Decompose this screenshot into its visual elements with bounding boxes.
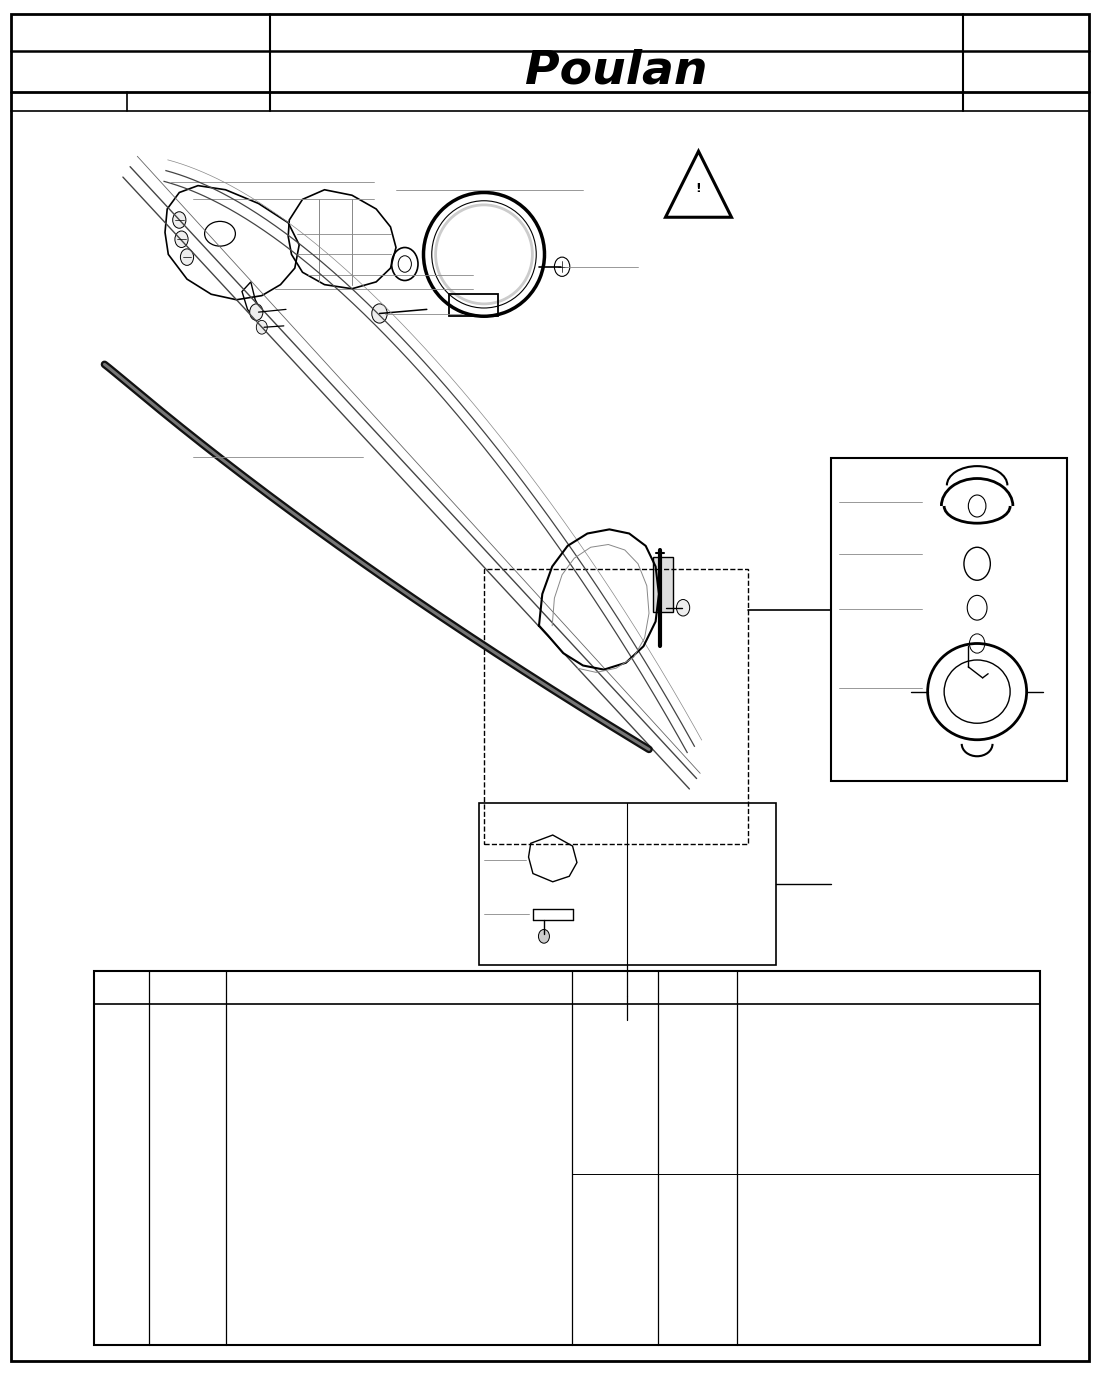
Circle shape [175,231,188,248]
Circle shape [173,212,186,228]
Bar [653,557,673,612]
Bar [484,569,748,844]
Bar [478,803,776,965]
Circle shape [554,257,570,276]
Text: !: ! [695,182,702,195]
Bar [94,971,1040,1345]
Circle shape [676,600,690,616]
Circle shape [256,320,267,334]
Circle shape [250,304,263,320]
Text: Poulan: Poulan [525,49,707,94]
Bar [830,458,1067,781]
Circle shape [539,930,550,943]
Circle shape [372,304,387,323]
Circle shape [180,249,194,265]
